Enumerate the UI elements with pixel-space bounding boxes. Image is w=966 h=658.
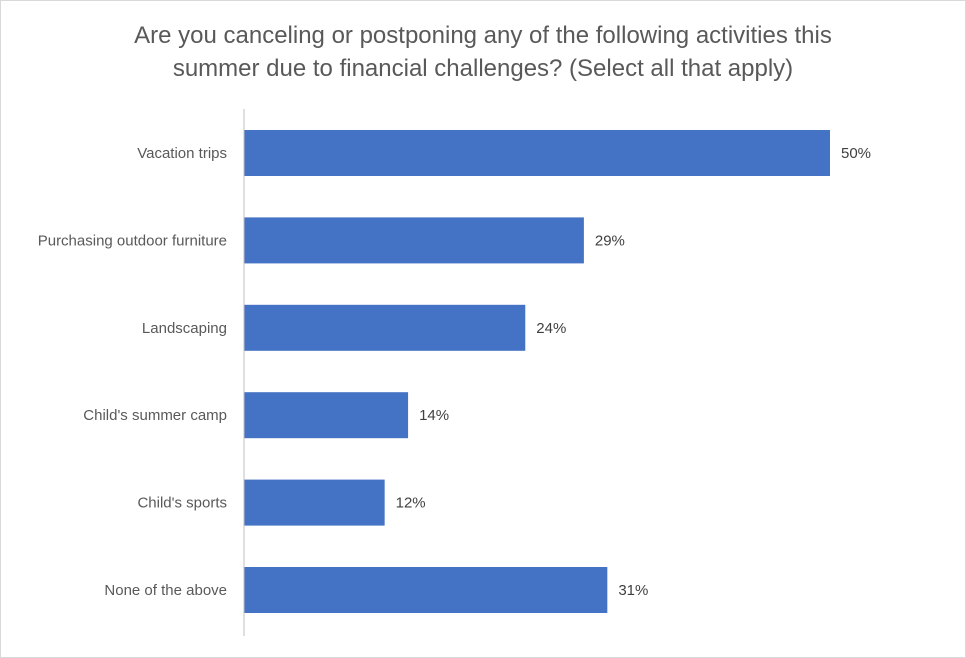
category-label: Purchasing outdoor furniture	[38, 232, 227, 249]
category-label: Vacation trips	[137, 145, 227, 162]
category-label: Child's sports	[137, 495, 227, 512]
data-label: 29%	[595, 232, 625, 249]
bar-1	[244, 217, 584, 264]
data-label: 50%	[841, 145, 871, 162]
data-label: 12%	[396, 495, 426, 512]
bar-5	[244, 567, 608, 613]
data-label: 14%	[419, 407, 449, 424]
data-label: 31%	[618, 582, 648, 599]
data-label: 24%	[536, 320, 566, 337]
chart-title-line-2: summer due to financial challenges? (Sel…	[172, 55, 794, 82]
bar-3	[244, 392, 409, 439]
chart-title-line-1: Are you canceling or postponing any of t…	[134, 22, 832, 49]
chart-title: Are you canceling or postponing any of t…	[1, 19, 965, 85]
category-label: None of the above	[104, 582, 227, 599]
category-label: Child's summer camp	[83, 407, 227, 424]
bar-4	[244, 479, 385, 526]
bar-2	[244, 304, 526, 351]
bar-0	[244, 130, 830, 176]
category-label: Landscaping	[142, 320, 227, 337]
